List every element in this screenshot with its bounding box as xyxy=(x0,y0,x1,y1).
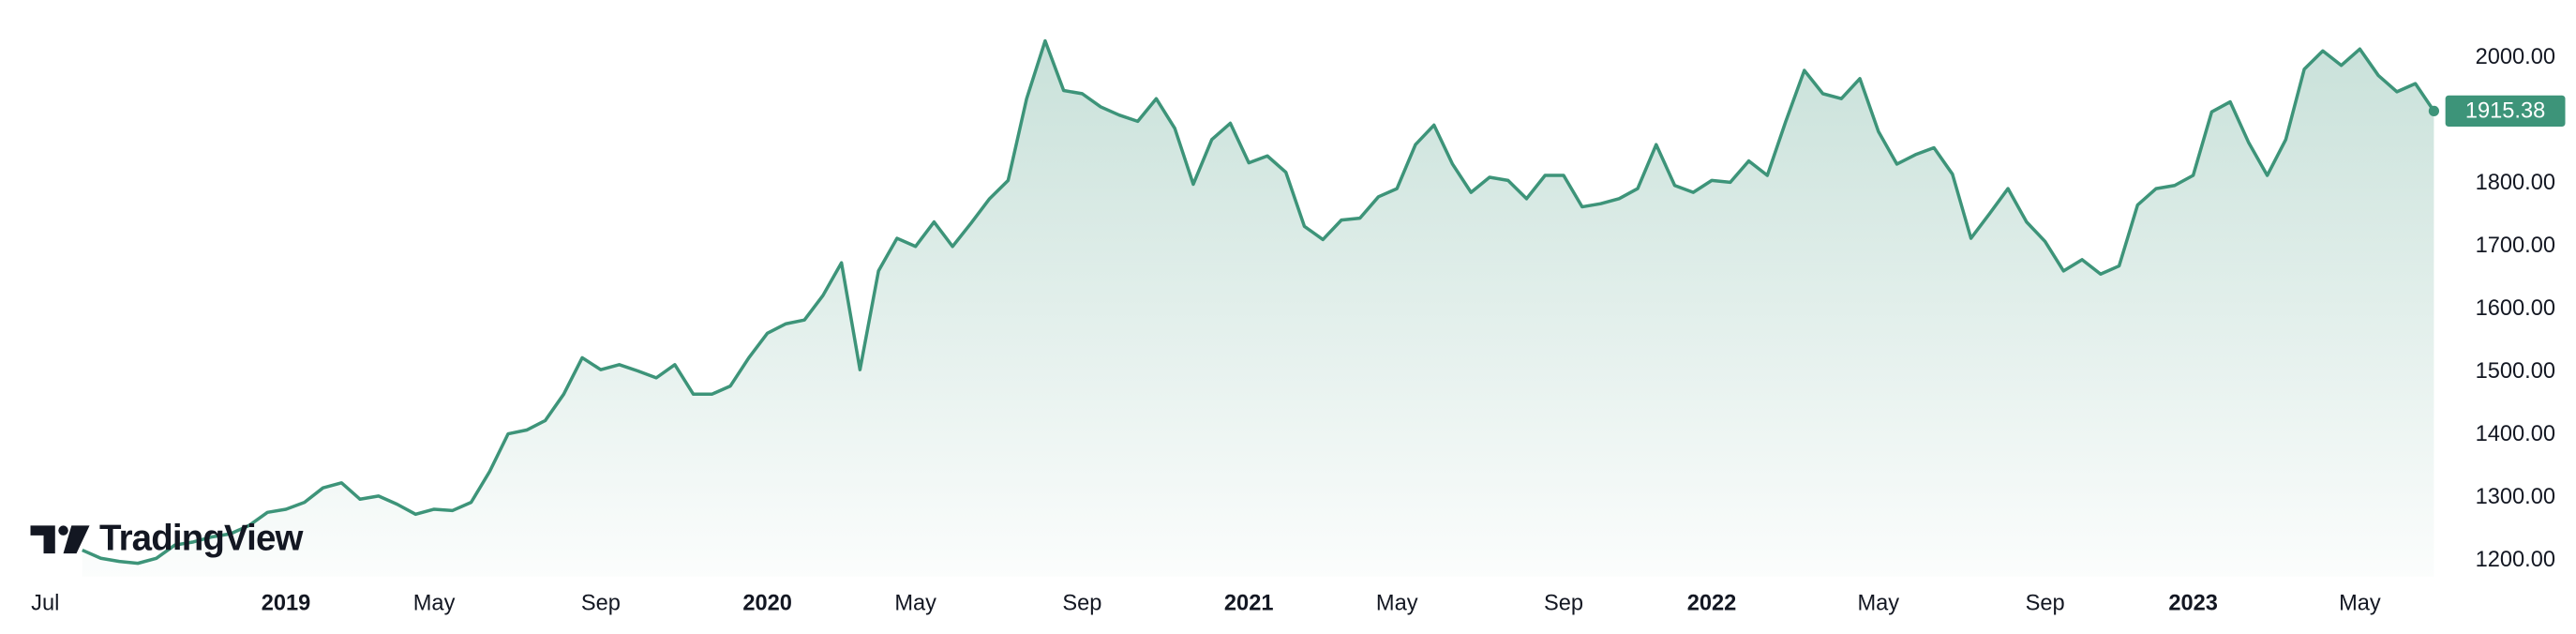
price-badge xyxy=(2445,95,2566,128)
y-tick-label: 1700.00 xyxy=(2476,234,2555,258)
watermark-logo: TradingView xyxy=(30,518,305,558)
x-tick-label: Sep xyxy=(1544,592,1583,616)
area xyxy=(82,40,2434,577)
x-tick-label: 2020 xyxy=(742,592,792,616)
x-tick-label: Sep xyxy=(1062,592,1101,616)
x-tick-label: 2021 xyxy=(1224,592,1274,616)
logo-icon xyxy=(30,525,55,554)
price-label: 1915.38 xyxy=(2465,99,2545,124)
plot-area xyxy=(82,38,2440,577)
x-tick-label: May xyxy=(894,592,936,616)
x-tick-label: May xyxy=(413,592,456,616)
x-tick-label: Sep xyxy=(2026,592,2065,616)
logo-icon xyxy=(63,525,90,554)
last-point xyxy=(2428,105,2440,117)
line xyxy=(82,38,2435,566)
y-tick-label: 1500.00 xyxy=(2476,359,2555,384)
y-tick-label: 2000.00 xyxy=(2476,45,2555,69)
x-tick-label: Jul xyxy=(31,592,59,616)
y-tick-label: 1800.00 xyxy=(2476,171,2555,195)
y-tick-label: 1600.00 xyxy=(2476,296,2555,321)
logo-icon xyxy=(58,525,68,536)
y-tick-label: 1200.00 xyxy=(2476,548,2555,572)
x-tick-label: May xyxy=(1376,592,1418,616)
y-tick-label: 1400.00 xyxy=(2476,422,2555,446)
x-tick-label: Sep xyxy=(581,592,621,616)
y-tick-label: 1300.00 xyxy=(2476,485,2555,509)
watermark: TradingView xyxy=(99,518,304,558)
x-tick-label: 2023 xyxy=(2168,592,2218,616)
x-tick-label: 2019 xyxy=(262,592,311,616)
x-tick-label: May xyxy=(2339,592,2381,616)
x-tick-label: May xyxy=(1857,592,1899,616)
x-tick-label: 2022 xyxy=(1687,592,1737,616)
